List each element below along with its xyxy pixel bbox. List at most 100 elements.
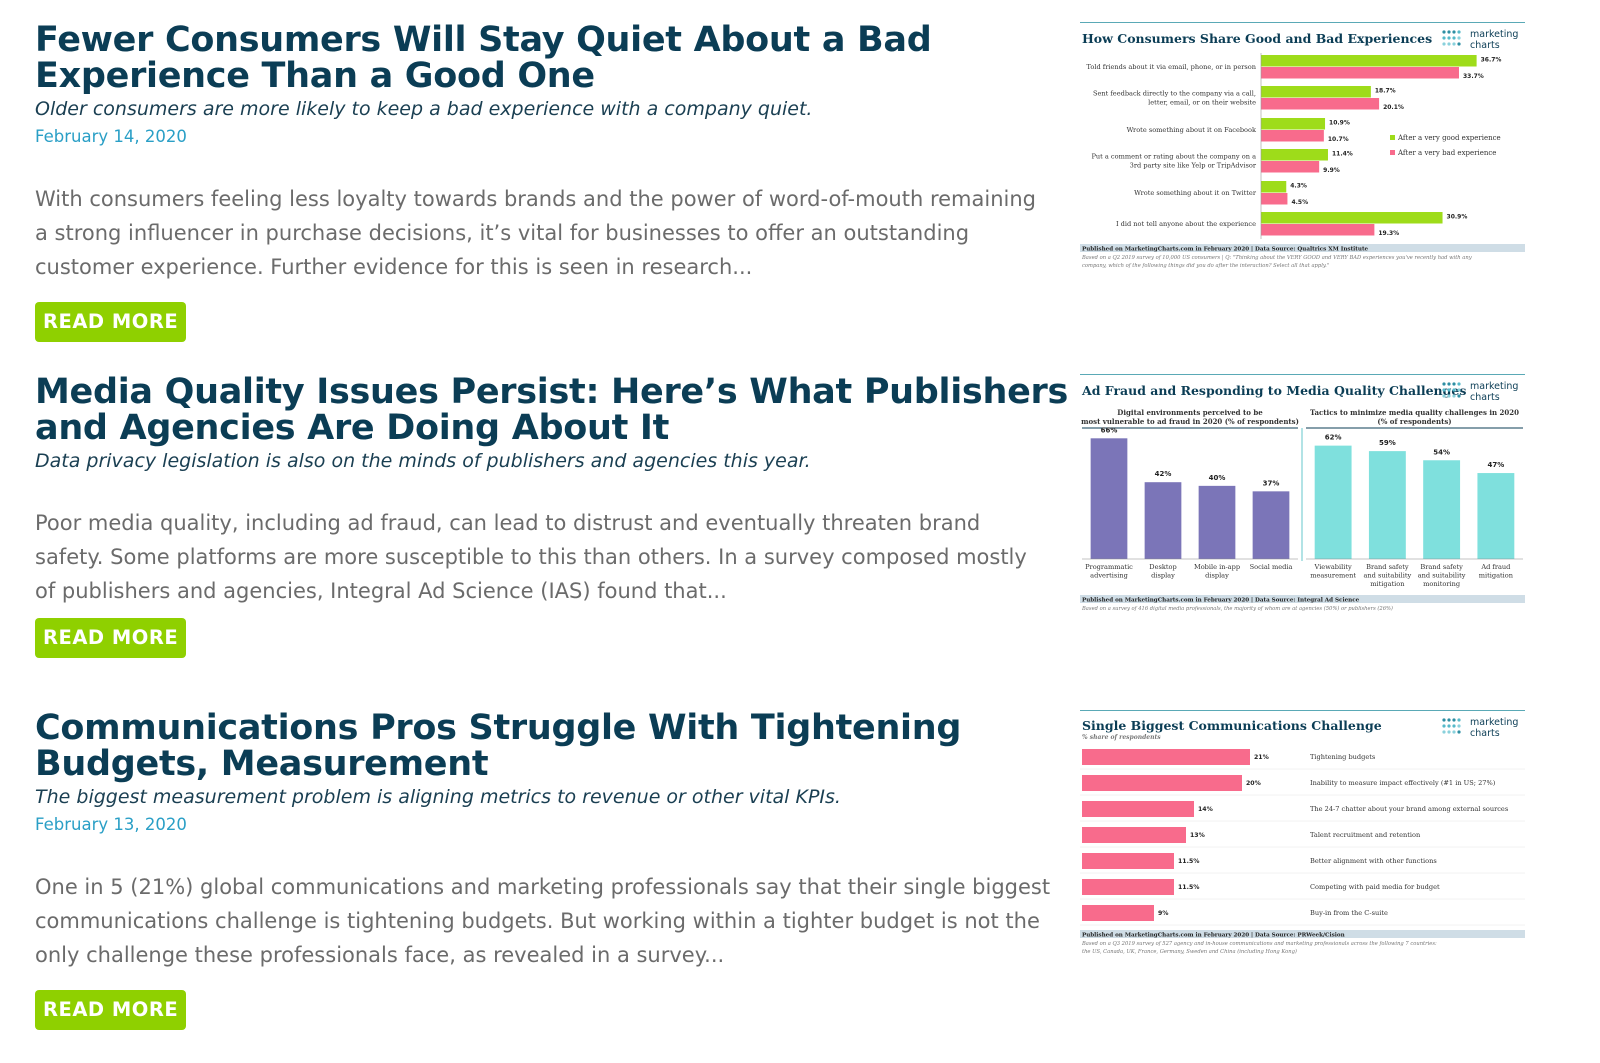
logo-dot [1457, 394, 1461, 398]
logo-dot [1447, 30, 1451, 34]
logo-dot [1442, 388, 1446, 392]
title-line[interactable]: and Agencies Are Doing About It [35, 408, 670, 448]
category-label: I did not tell anyone about the experien… [1116, 220, 1256, 228]
bar [1423, 460, 1461, 559]
logo-dot [1447, 42, 1451, 46]
value-label: 66% [1101, 426, 1118, 434]
read-more-button[interactable]: READ MORE [35, 302, 187, 342]
bar [1082, 853, 1174, 869]
logo-dot [1457, 42, 1461, 46]
title-line[interactable]: Communications Pros Struggle With Tighte… [35, 708, 962, 748]
bar [1261, 181, 1287, 193]
panel-heading: Tactics to minimize media quality challe… [1310, 408, 1519, 417]
chart-thumbnail-1[interactable]: How Consumers Share Good and Bad Experie… [1080, 22, 1525, 272]
value-label: 11.4% [1332, 151, 1353, 158]
chart-thumbnail-3[interactable]: Single Biggest Communications Challenge%… [1080, 710, 1525, 960]
chart-title: Single Biggest Communications Challenge [1082, 718, 1382, 733]
legend-swatch [1390, 150, 1395, 155]
category-label: advertising [1090, 572, 1128, 580]
article-title[interactable]: Media Quality Issues Persist: Here’s Wha… [35, 374, 1075, 446]
title-line[interactable]: Budgets, Measurement [35, 744, 489, 784]
logo-dot [1442, 724, 1446, 728]
value-label: 21% [1254, 754, 1269, 761]
title-line[interactable]: Media Quality Issues Persist: Here’s Wha… [35, 372, 1069, 412]
logo-dot [1442, 36, 1446, 40]
category-label: display [1205, 572, 1229, 580]
article-1: Fewer Consumers Will Stay Quiet About a … [35, 22, 1075, 352]
logo-dot [1452, 30, 1456, 34]
value-label: 20% [1246, 780, 1261, 787]
value-label: 9.9% [1323, 167, 1340, 174]
logo-dot [1447, 724, 1451, 728]
category-label: Better alignment with other functions [1310, 857, 1437, 865]
category-label: Tightening budgets [1310, 753, 1376, 761]
category-label: The 24-7 chatter about your brand among … [1310, 805, 1509, 813]
category-label: monitoring [1423, 580, 1461, 588]
value-label: 33.7% [1463, 73, 1484, 80]
title-line[interactable]: Experience Than a Good One [35, 56, 595, 96]
category-label: mitigation [1370, 580, 1405, 588]
footer-band [1080, 930, 1525, 938]
category-label: letter, email, or on their website [1148, 99, 1256, 107]
read-more-button[interactable]: READ MORE [35, 990, 187, 1030]
article-excerpt: One in 5 (21%) global communications and… [35, 870, 1075, 972]
bar [1082, 749, 1250, 765]
value-label: 4.3% [1290, 183, 1307, 190]
logo-text: marketing [1470, 717, 1518, 728]
excerpt-line: communications challenge is tightening b… [35, 909, 1040, 933]
excerpt-line: customer experience. Further evidence fo… [35, 255, 753, 279]
article-title[interactable]: Communications Pros Struggle With Tighte… [35, 710, 1075, 782]
logo-dot [1442, 730, 1446, 734]
logo-dot [1442, 718, 1446, 722]
value-label: 42% [1155, 470, 1172, 478]
read-more-button[interactable]: READ MORE [35, 618, 187, 658]
logo-dot [1457, 36, 1461, 40]
article-subtitle: The biggest measurement problem is align… [35, 786, 841, 808]
bar [1252, 491, 1290, 559]
logo-dot [1447, 730, 1451, 734]
category-label: Inability to measure impact effectively … [1310, 779, 1496, 787]
value-label: 11.5% [1178, 884, 1199, 891]
value-label: 10.9% [1329, 120, 1350, 127]
title-line[interactable]: Fewer Consumers Will Stay Quiet About a … [35, 20, 932, 60]
bar [1477, 473, 1515, 559]
article-3: Communications Pros Struggle With Tighte… [35, 710, 1075, 1040]
bar [1082, 775, 1242, 791]
panel-heading: most vulnerable to ad fraud in 2020 (% o… [1081, 417, 1299, 426]
legend-label: After a very good experience [1397, 134, 1501, 142]
category-label: Wrote something about it on Facebook [1127, 126, 1257, 134]
article-excerpt: Poor media quality, including ad fraud, … [35, 506, 1075, 608]
bar [1261, 86, 1371, 98]
value-label: 37% [1263, 479, 1280, 487]
chart-thumbnail-2[interactable]: Ad Fraud and Responding to Media Quality… [1080, 374, 1525, 624]
bar [1082, 879, 1174, 895]
value-label: 10.7% [1328, 136, 1349, 143]
legend-swatch [1390, 135, 1395, 140]
logo-dot [1457, 30, 1461, 34]
excerpt-line: One in 5 (21%) global communications and… [35, 875, 1051, 899]
category-label: Competing with paid media for budget [1310, 883, 1440, 891]
bar [1082, 801, 1194, 817]
bar [1261, 149, 1328, 161]
category-label: Desktop [1149, 563, 1176, 571]
article-date: February 13, 2020 [35, 815, 187, 834]
article-date: February 14, 2020 [35, 127, 187, 146]
category-label: Put a comment or rating about the compan… [1091, 153, 1256, 161]
article-title[interactable]: Fewer Consumers Will Stay Quiet About a … [35, 22, 1075, 94]
logo-text: charts [1470, 40, 1500, 51]
footer-band [1080, 244, 1525, 252]
chart-2-svg: Ad Fraud and Responding to Media Quality… [1080, 381, 1525, 612]
logo-dot [1452, 730, 1456, 734]
logo-dot [1452, 718, 1456, 722]
logo-dot [1447, 36, 1451, 40]
logo-dot [1447, 388, 1451, 392]
logo-dot [1457, 382, 1461, 386]
source-note: Based on a Q3 2019 survey of 527 agency … [1081, 941, 1437, 947]
category-label: 3rd party site like Yelp or TripAdvisor [1130, 162, 1257, 170]
value-label: 4.5% [1291, 199, 1308, 206]
category-label: Buy-in from the C-suite [1310, 909, 1388, 917]
panel-heading: (% of respondents) [1377, 417, 1451, 426]
category-label: measurement [1310, 572, 1356, 580]
logo-dot [1452, 388, 1456, 392]
logo-dot [1452, 42, 1456, 46]
